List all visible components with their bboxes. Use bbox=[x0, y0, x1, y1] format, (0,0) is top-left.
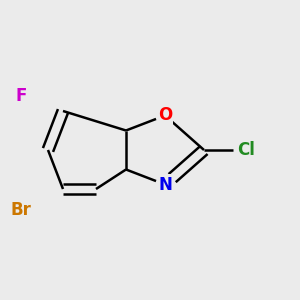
Text: F: F bbox=[15, 87, 27, 105]
Text: O: O bbox=[158, 106, 172, 124]
Text: Br: Br bbox=[11, 201, 32, 219]
Text: N: N bbox=[158, 176, 172, 194]
Text: Cl: Cl bbox=[237, 141, 255, 159]
